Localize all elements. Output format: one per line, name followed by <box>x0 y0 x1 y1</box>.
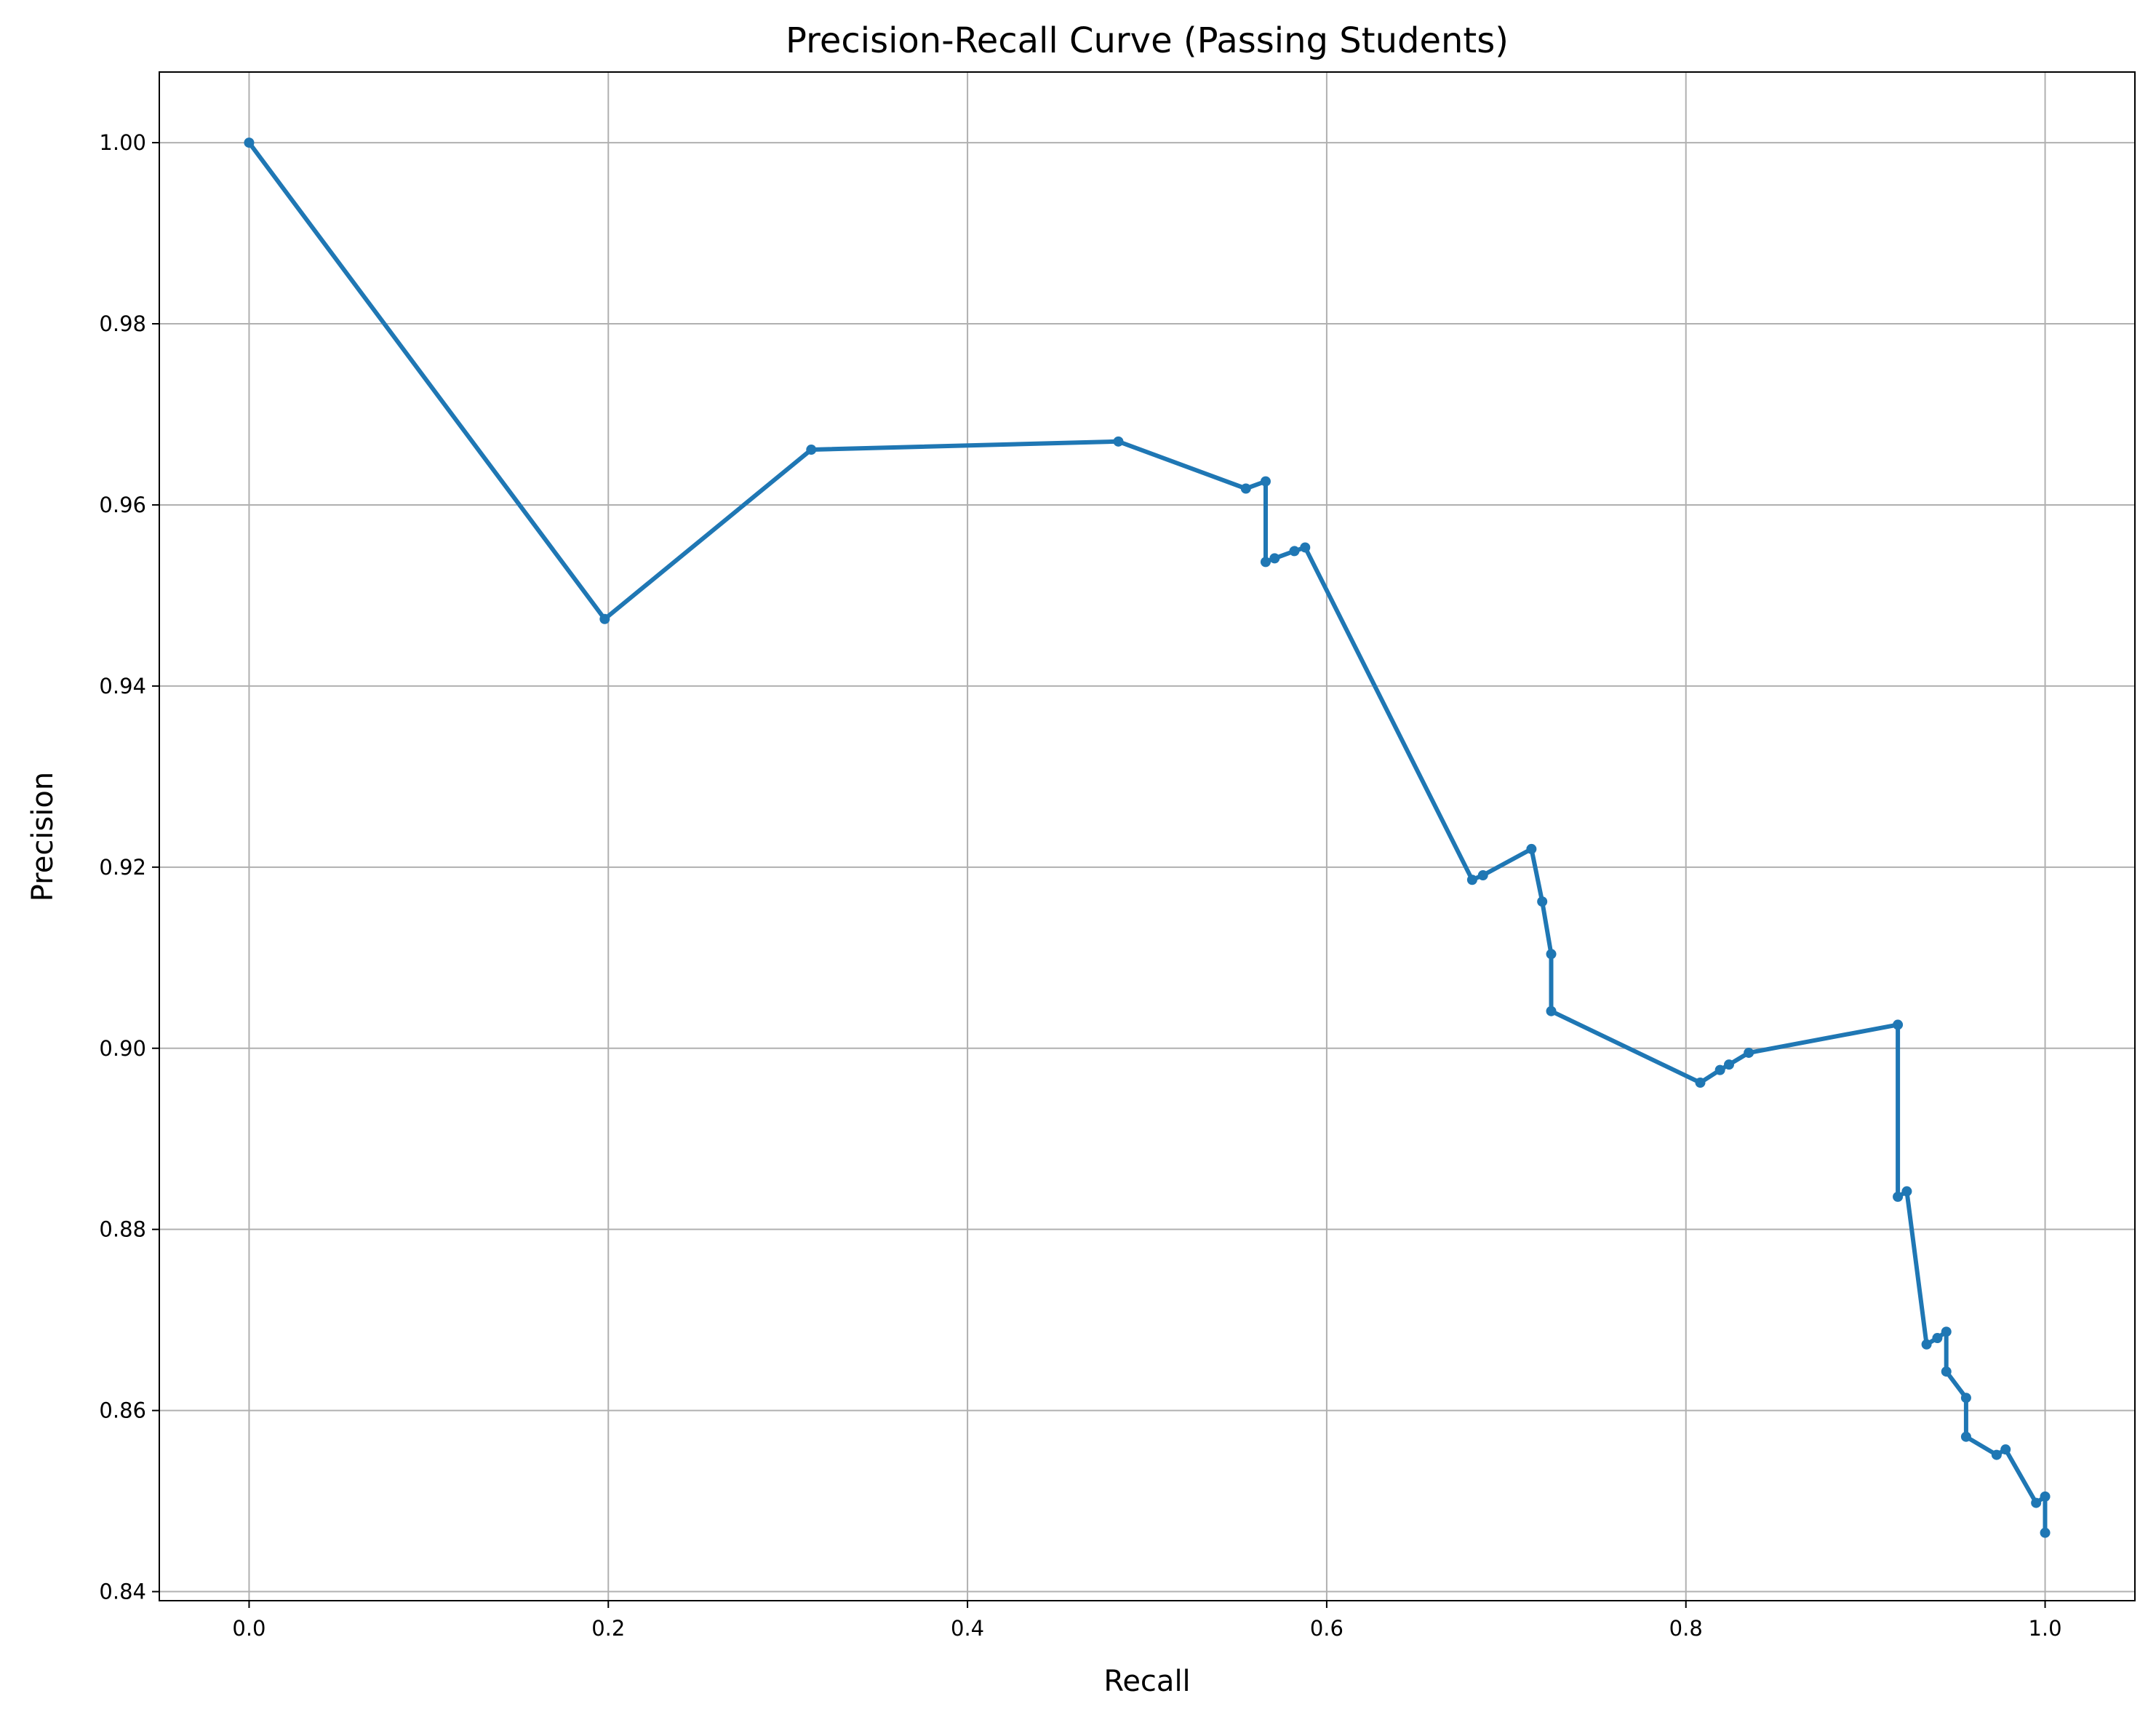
data-point <box>1991 1449 2002 1460</box>
data-point <box>244 138 255 148</box>
data-point <box>1941 1366 1952 1377</box>
x-tick-label: 0.4 <box>951 1616 984 1641</box>
plot-frame <box>159 71 2136 1601</box>
data-point <box>1941 1326 1952 1337</box>
data-point <box>1744 1047 1754 1058</box>
y-tick-label: 0.96 <box>99 493 146 517</box>
data-point <box>1546 1006 1557 1016</box>
data-point <box>1932 1333 1943 1344</box>
data-point <box>1269 553 1280 564</box>
data-point <box>1546 949 1557 960</box>
y-tick-label: 1.00 <box>99 130 146 155</box>
data-point <box>2040 1491 2051 1502</box>
data-point <box>1260 476 1271 487</box>
chart-title: Precision-Recall Curve (Passing Students… <box>786 20 1509 61</box>
x-tick-label: 0.8 <box>1669 1616 1703 1641</box>
series-line <box>247 140 2048 1535</box>
data-point <box>1537 896 1548 907</box>
x-tick-label: 0.6 <box>1310 1616 1343 1641</box>
data-point <box>1893 1191 1904 1202</box>
y-tick-label: 0.84 <box>99 1580 146 1604</box>
y-tick-label: 0.98 <box>99 311 146 336</box>
data-point <box>1466 875 1477 885</box>
gridlines <box>159 72 2135 1601</box>
plot-area <box>159 72 2135 1601</box>
x-tick-label: 0.0 <box>232 1616 265 1641</box>
data-point <box>1960 1431 1971 1442</box>
data-point <box>1477 870 1488 881</box>
data-point <box>1695 1078 1706 1088</box>
data-point <box>2031 1497 2042 1508</box>
data-point <box>1240 483 1251 494</box>
y-tick-label: 0.92 <box>99 855 146 880</box>
data-point <box>1260 557 1271 568</box>
data-point <box>806 445 817 455</box>
y-tick-label: 0.90 <box>99 1036 146 1061</box>
y-tick-label: 0.94 <box>99 674 146 698</box>
data-point <box>599 613 610 624</box>
y-tick-label: 0.86 <box>99 1398 146 1423</box>
data-point <box>1893 1019 1904 1030</box>
data-point <box>1714 1064 1725 1075</box>
data-point <box>1960 1393 1971 1404</box>
x-tick-label: 0.2 <box>591 1616 625 1641</box>
x-axis-label: Recall <box>1103 1665 1190 1698</box>
data-point <box>1300 542 1311 553</box>
data-point <box>2040 1527 2051 1538</box>
data-point <box>1723 1059 1734 1070</box>
axis-ticks: 0.0 0.2 0.4 0.6 0.8 1.0 0.84 0.86 0.88 0.90 0.92 0.… <box>99 130 2061 1641</box>
data-point <box>1901 1186 1912 1197</box>
data-point <box>1526 843 1537 854</box>
data-point <box>2000 1444 2011 1455</box>
data-point <box>1289 546 1300 557</box>
x-tick-label: 1.0 <box>2028 1616 2061 1641</box>
y-axis-label: Precision <box>26 772 60 901</box>
data-point <box>1921 1339 1932 1350</box>
data-point <box>1113 436 1124 447</box>
data-series <box>244 138 2051 1538</box>
y-tick-label: 0.88 <box>99 1217 146 1242</box>
